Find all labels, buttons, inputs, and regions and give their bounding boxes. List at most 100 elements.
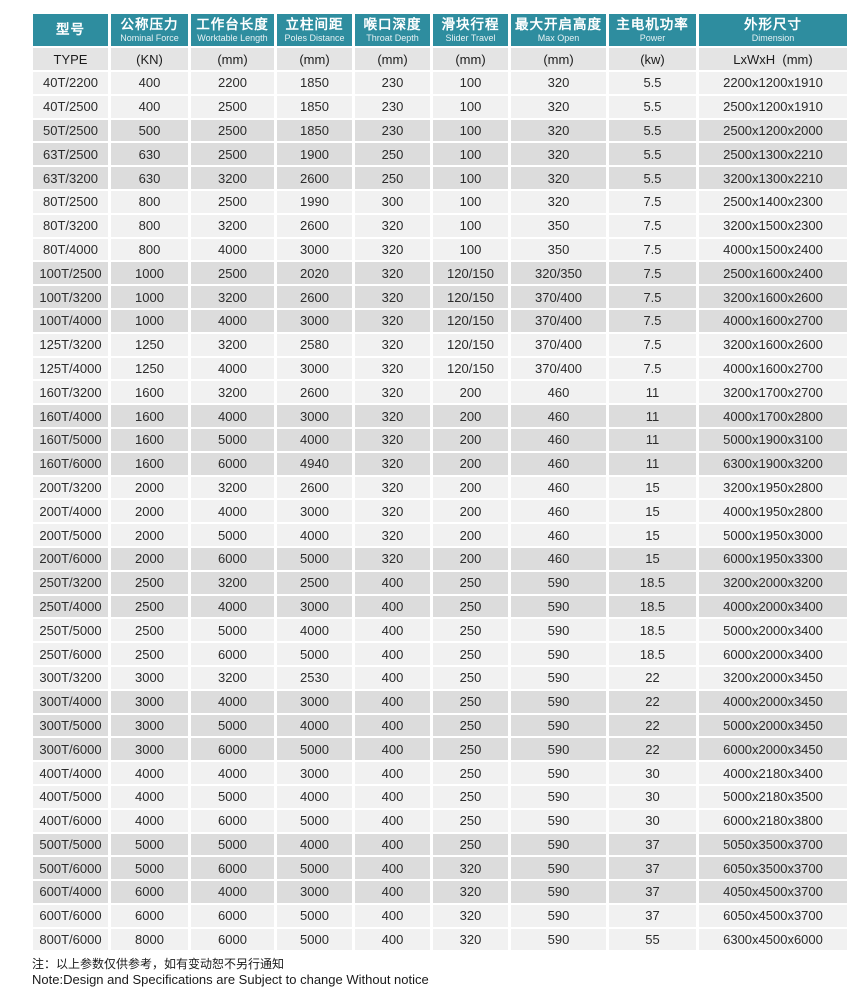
table-row: 100T/3200 1000 3200 2600 320 120/150 370/400 7.… — [33, 286, 847, 308]
cell-nominal-force: 2500 — [111, 595, 188, 618]
cell-slider-travel: 100 — [433, 95, 508, 118]
cell-power: 22 — [609, 714, 696, 737]
cell-max-open: 460 — [511, 547, 606, 570]
cell-nominal-force: 4000 — [111, 785, 188, 808]
cell-max-open: 320 — [511, 143, 606, 166]
cell-worktable-length: 4000 — [191, 405, 274, 427]
cell-type: 400T/5000 — [33, 785, 108, 808]
column-header-poles-distance: 立柱间距 Poles Distance — [277, 14, 352, 46]
cell-slider-travel: 120/150 — [433, 357, 508, 380]
cell-dimension: 6000x2000x3450 — [699, 738, 847, 761]
cell-poles-distance: 2600 — [277, 381, 352, 404]
cell-nominal-force: 3000 — [111, 714, 188, 737]
cell-worktable-length: 3200 — [191, 167, 274, 189]
cell-power: 18.5 — [609, 643, 696, 665]
note-chinese: 注：以上参数仅供参考，如有变动恕不另行通知 — [32, 957, 285, 972]
table-row: 160T/5000 1600 5000 4000 320 200 460 11 5000x190… — [33, 428, 847, 451]
cell-slider-travel: 200 — [433, 500, 508, 523]
footnotes: 注：以上参数仅供参考，如有变动恕不另行通知 Note:Design and Sp… — [30, 957, 820, 988]
cell-slider-travel: 120/150 — [433, 333, 508, 356]
cell-throat-depth: 400 — [355, 762, 430, 784]
cell-type: 200T/6000 — [33, 547, 108, 570]
column-header-max-open: 最大开启高度 Max Open — [511, 14, 606, 46]
cell-max-open: 460 — [511, 405, 606, 427]
table-row: 125T/3200 1250 3200 2580 320 120/150 370/400 7.… — [33, 333, 847, 356]
column-label-zh: 型号 — [56, 21, 85, 37]
cell-throat-depth: 320 — [355, 262, 430, 285]
cell-throat-depth: 320 — [355, 214, 430, 237]
cell-throat-depth: 400 — [355, 690, 430, 713]
column-header-worktable-length: 工作台长度 Worktable Length — [191, 14, 274, 46]
cell-worktable-length: 2500 — [191, 95, 274, 118]
cell-worktable-length: 6000 — [191, 738, 274, 761]
cell-worktable-length: 3200 — [191, 571, 274, 594]
cell-type: 40T/2500 — [33, 95, 108, 118]
cell-slider-travel: 250 — [433, 690, 508, 713]
cell-power: 55 — [609, 928, 696, 951]
cell-power: 18.5 — [609, 619, 696, 642]
cell-worktable-length: 5000 — [191, 714, 274, 737]
cell-type: 80T/2500 — [33, 190, 108, 213]
column-unit-power: (kw) — [609, 48, 696, 70]
cell-type: 100T/2500 — [33, 262, 108, 285]
cell-max-open: 590 — [511, 904, 606, 927]
cell-throat-depth: 230 — [355, 72, 430, 94]
cell-dimension: 6300x4500x6000 — [699, 928, 847, 951]
cell-type: 250T/4000 — [33, 595, 108, 618]
table-row: 400T/4000 4000 4000 3000 400 250 590 30 4000x218… — [33, 762, 847, 784]
table-row: 200T/5000 2000 5000 4000 320 200 460 15 5000x195… — [33, 524, 847, 546]
cell-max-open: 590 — [511, 857, 606, 880]
cell-slider-travel: 250 — [433, 595, 508, 618]
column-label-en: Nominal Force — [120, 32, 179, 43]
cell-dimension: 4000x2000x3400 — [699, 595, 847, 618]
cell-worktable-length: 5000 — [191, 833, 274, 856]
cell-max-open: 590 — [511, 571, 606, 594]
cell-poles-distance: 2600 — [277, 286, 352, 308]
cell-max-open: 320 — [511, 167, 606, 189]
column-unit-slider-travel: (mm) — [433, 48, 508, 70]
column-unit-nominal-force: (KN) — [111, 48, 188, 70]
table-row: 600T/6000 6000 6000 5000 400 320 590 37 6050x450… — [33, 904, 847, 927]
cell-nominal-force: 2000 — [111, 524, 188, 546]
cell-slider-travel: 100 — [433, 119, 508, 142]
cell-nominal-force: 4000 — [111, 809, 188, 832]
cell-power: 22 — [609, 690, 696, 713]
cell-worktable-length: 3200 — [191, 214, 274, 237]
cell-dimension: 2500x1400x2300 — [699, 190, 847, 213]
cell-poles-distance: 3000 — [277, 309, 352, 332]
column-unit-dimension: LxWxH (mm) — [699, 48, 847, 70]
cell-poles-distance: 3000 — [277, 595, 352, 618]
cell-power: 30 — [609, 762, 696, 784]
cell-type: 500T/6000 — [33, 857, 108, 880]
table-row: 250T/6000 2500 6000 5000 400 250 590 18.5 6000x2… — [33, 643, 847, 665]
cell-type: 600T/4000 — [33, 881, 108, 903]
cell-poles-distance: 1850 — [277, 95, 352, 118]
cell-slider-travel: 100 — [433, 238, 508, 261]
cell-poles-distance: 2020 — [277, 262, 352, 285]
cell-worktable-length: 3200 — [191, 476, 274, 499]
cell-worktable-length: 4000 — [191, 357, 274, 380]
cell-worktable-length: 3200 — [191, 286, 274, 308]
cell-slider-travel: 250 — [433, 643, 508, 665]
cell-worktable-length: 3200 — [191, 333, 274, 356]
cell-type: 100T/4000 — [33, 309, 108, 332]
cell-max-open: 320 — [511, 119, 606, 142]
spec-table: 型号 公称压力 Nominal Force 工作台长度 Worktable Length… — [30, 12, 848, 952]
table-row: 400T/5000 4000 5000 4000 400 250 590 30 5000x218… — [33, 785, 847, 808]
cell-worktable-length: 3200 — [191, 666, 274, 689]
cell-poles-distance: 3000 — [277, 357, 352, 380]
cell-type: 200T/4000 — [33, 500, 108, 523]
table-row: 250T/5000 2500 5000 4000 400 250 590 18.5 5000x2… — [33, 619, 847, 642]
cell-throat-depth: 320 — [355, 286, 430, 308]
cell-power: 37 — [609, 904, 696, 927]
table-row: 200T/3200 2000 3200 2600 320 200 460 15 3200x195… — [33, 476, 847, 499]
cell-slider-travel: 200 — [433, 452, 508, 475]
cell-power: 22 — [609, 666, 696, 689]
cell-nominal-force: 3000 — [111, 690, 188, 713]
table-row: 40T/2200 400 2200 1850 230 100 320 5.5 2200x1200… — [33, 72, 847, 94]
cell-power: 37 — [609, 833, 696, 856]
cell-throat-depth: 400 — [355, 666, 430, 689]
cell-dimension: 3200x1600x2600 — [699, 286, 847, 308]
cell-nominal-force: 5000 — [111, 833, 188, 856]
